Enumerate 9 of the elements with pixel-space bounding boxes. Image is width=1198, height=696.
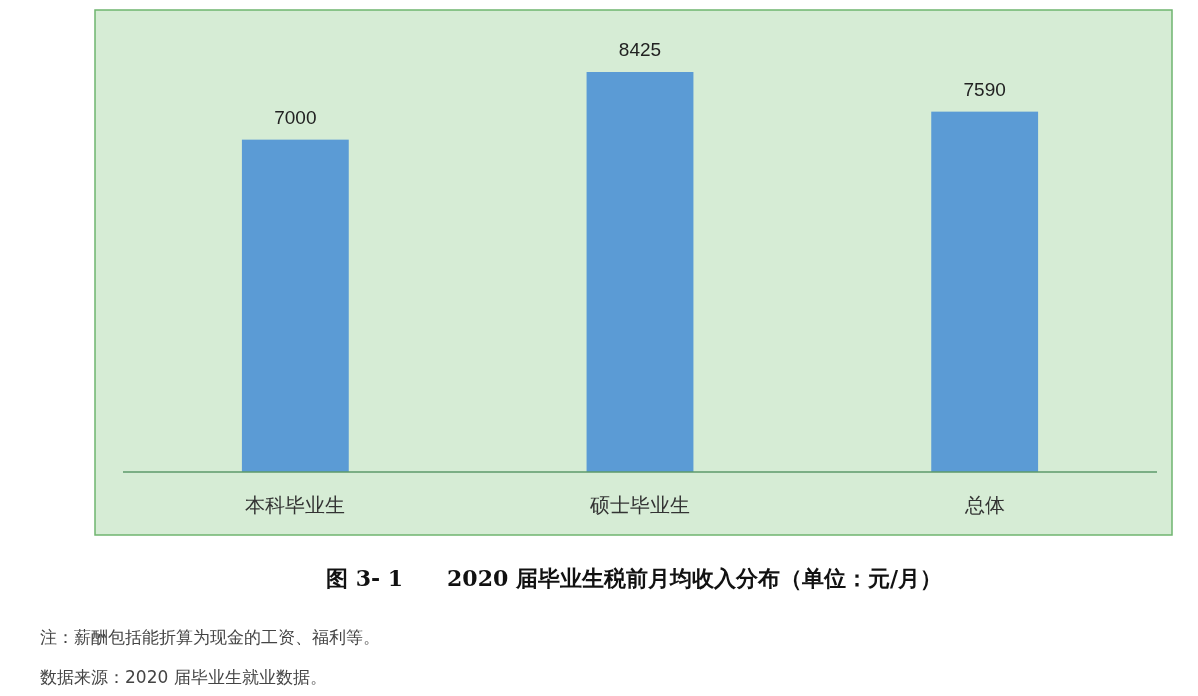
data-label: 8425 bbox=[618, 39, 662, 60]
source-note: 数据来源：2020 届毕业生就业数据。 bbox=[40, 667, 327, 687]
x-tick-label: 总体 bbox=[963, 493, 1005, 517]
text: 注：薪酬包括能折算为现金的工资、福利等。 bbox=[40, 627, 380, 647]
x-tick-label: 本科毕业生 bbox=[245, 493, 346, 517]
text: 图 3- 1 2020 届毕业生税前月均收入分布（单位：元/月） bbox=[326, 565, 942, 591]
x-tick-label: 硕士毕业生 bbox=[589, 493, 690, 517]
data-label: 7000 bbox=[274, 106, 317, 128]
data-label: 7590 bbox=[963, 78, 1006, 100]
